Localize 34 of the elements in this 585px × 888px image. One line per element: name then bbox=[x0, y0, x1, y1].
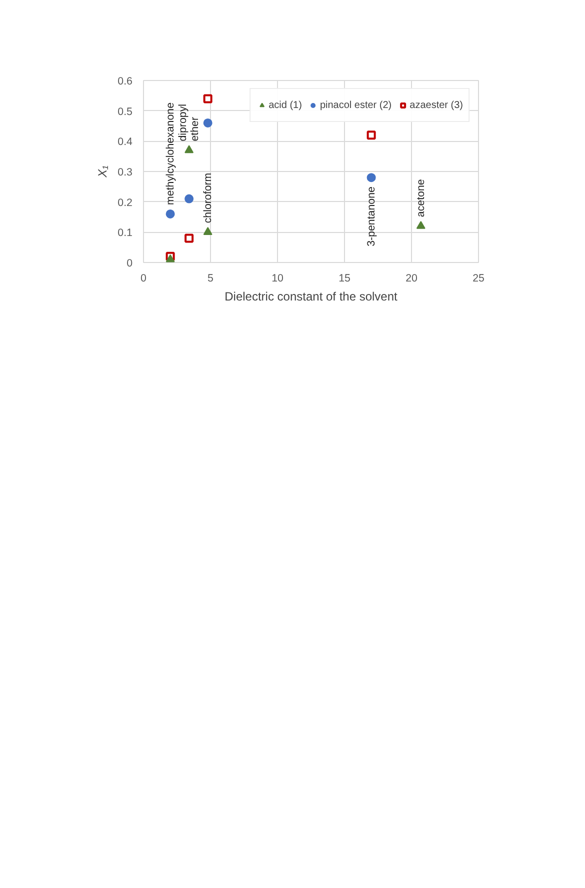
point bbox=[166, 254, 175, 262]
point bbox=[203, 118, 212, 128]
point bbox=[184, 145, 194, 154]
x-tick-label: 25 bbox=[472, 272, 484, 284]
point bbox=[366, 173, 376, 182]
legend-label: azaester (3) bbox=[410, 100, 463, 110]
y-tick-label: 0.2 bbox=[118, 196, 133, 209]
x-tick-label: 20 bbox=[406, 272, 418, 284]
y-tick-label: 0.3 bbox=[118, 166, 133, 178]
x-tick-label: 10 bbox=[272, 272, 284, 284]
y-tick-label: 0.1 bbox=[118, 227, 133, 240]
legend-label: acid (1) bbox=[268, 100, 302, 110]
x-tick-label: 15 bbox=[338, 272, 350, 284]
point bbox=[184, 194, 194, 204]
legend-label: pinacol ester (2) bbox=[320, 100, 392, 110]
point bbox=[166, 209, 175, 218]
x-tick-label: 5 bbox=[208, 272, 214, 284]
x-axis-title: Dielectric constant of the solvent bbox=[224, 290, 398, 304]
y-tick-label: 0.6 bbox=[118, 76, 133, 88]
point bbox=[366, 130, 376, 140]
point bbox=[184, 234, 194, 243]
y-tick-label: 0.5 bbox=[118, 106, 133, 118]
y-tick-label: 0.4 bbox=[118, 136, 133, 148]
y-tick-label: 0 bbox=[126, 258, 133, 270]
x-tick-label: 0 bbox=[140, 272, 147, 284]
annotation: chloroform bbox=[202, 172, 214, 224]
point bbox=[203, 94, 212, 104]
annotation: dipropyl ether bbox=[177, 104, 202, 142]
point bbox=[416, 220, 426, 229]
annotation: methylcyclohexanone bbox=[164, 102, 176, 205]
annotation: 3-pentanone bbox=[365, 186, 378, 246]
y-axis-title: X₁ bbox=[96, 165, 110, 178]
point bbox=[203, 227, 212, 235]
annotation: acetone bbox=[414, 179, 427, 218]
